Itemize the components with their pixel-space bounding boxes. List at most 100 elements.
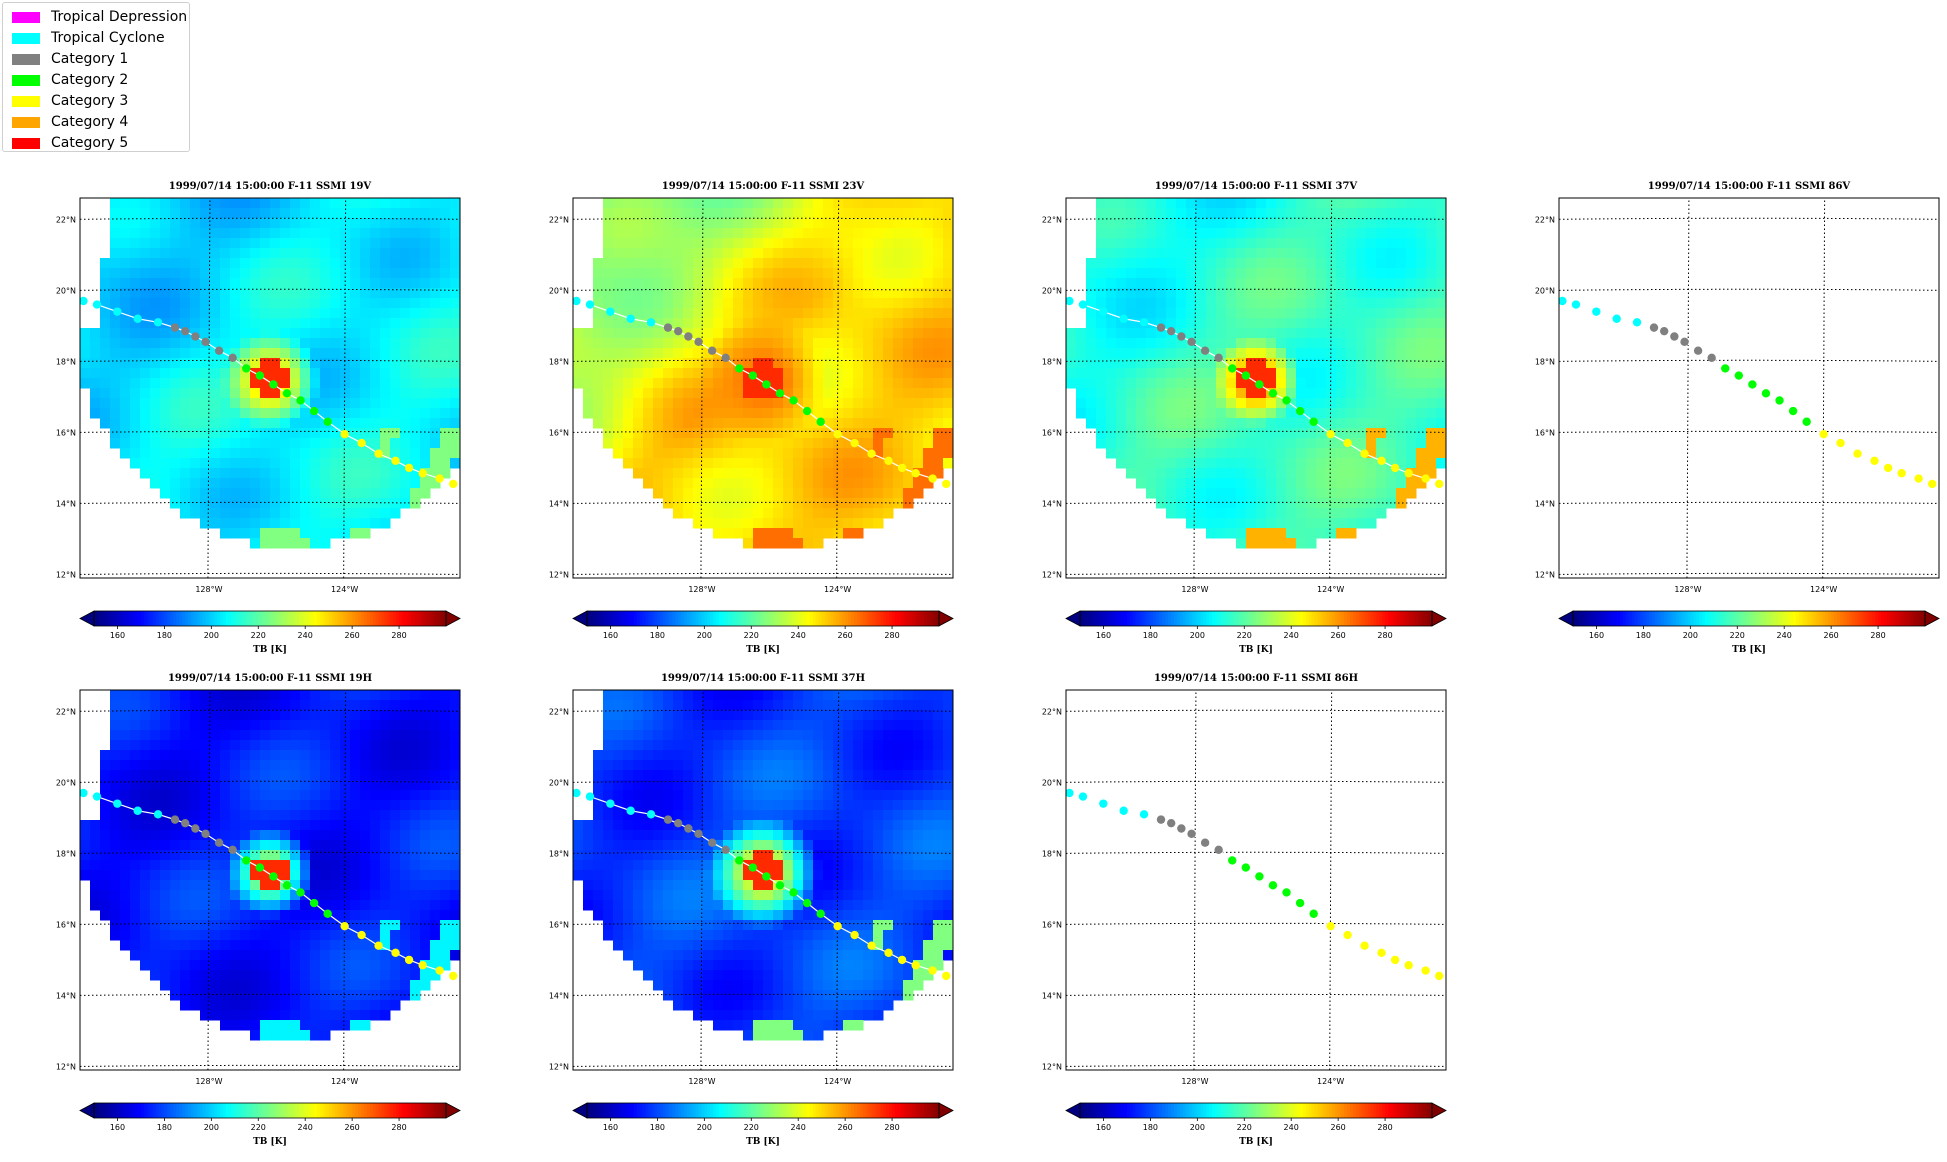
tb-cell [280,518,291,529]
tb-cell [170,398,181,409]
tb-cell [240,308,251,319]
tb-cell [1096,248,1107,259]
colorbar-segment [1390,611,1395,626]
tb-cell [1256,418,1267,429]
tb-cell [390,840,401,851]
tb-cell [390,388,401,399]
tb-cell [250,790,261,801]
tb-cell [1356,498,1367,509]
tb-cell [420,228,431,239]
tb-cell [380,890,391,901]
tb-cell [160,398,171,409]
tb-cell [1266,238,1277,249]
tb-cell [1386,318,1397,329]
tb-cell [120,800,131,811]
tb-cell [430,328,441,339]
tb-cell [1306,448,1317,459]
tb-cell [1396,328,1407,339]
tb-cell [150,298,161,309]
tb-cell [883,258,894,269]
tb-cell [330,528,341,539]
tb-cell [290,750,301,761]
tb-cell [210,840,221,851]
tb-cell [1396,398,1407,409]
tb-cell [773,268,784,279]
tb-cell [933,238,944,249]
tb-cell [1076,358,1087,369]
tb-cell [370,248,381,259]
tb-cell [450,238,460,249]
tb-cell [943,298,953,309]
tb-cell [813,298,824,309]
tb-cell [250,248,261,259]
tb-cell [250,730,261,741]
tb-cell [933,438,944,449]
tb-cell [733,518,744,529]
tb-cell [943,308,953,319]
tb-cell [1116,338,1127,349]
tb-cell [613,248,624,259]
tb-cell [240,248,251,259]
tb-cell [893,258,904,269]
tb-cell [703,198,714,209]
colorbar-segment [1382,611,1386,626]
tb-cell [260,498,271,509]
tb-cell [713,278,724,289]
tb-cell [190,850,201,861]
tb-cell [883,398,894,409]
colorbar-segment [1270,611,1275,626]
tb-cell [683,418,694,429]
tb-cell [1296,198,1307,209]
tb-cell [863,298,874,309]
tb-cell [723,488,734,499]
tb-cell [380,378,391,389]
tb-cell [350,428,361,439]
tb-cell [843,388,854,399]
tb-cell [80,368,91,379]
tb-cell [450,840,460,851]
tb-cell [1216,368,1227,379]
colorbar-segment [1144,611,1149,626]
tb-cell [1166,268,1177,279]
colorbar-tick-label: 260 [1823,631,1838,640]
tb-cell [593,358,604,369]
tb-cell [1186,498,1197,509]
tb-cell [360,880,371,891]
tb-cell [1076,338,1087,349]
tb-cell [230,358,241,369]
tb-cell [723,428,734,439]
tb-cell [833,498,844,509]
tb-cell [1226,318,1237,329]
tb-cell [1386,278,1397,289]
tb-cell [150,458,161,469]
tb-cell [703,218,714,229]
colorbar-segment [1658,611,1662,626]
tb-cell [653,348,664,359]
tb-cell [150,850,161,861]
tb-cell [270,218,281,229]
tb-cell [893,468,904,479]
tb-cell [120,850,131,861]
tb-cell [1076,398,1087,409]
tb-cell [1256,478,1267,489]
tb-cell [833,518,844,529]
colorbar-segment [1402,611,1407,626]
tb-cell [1406,248,1417,259]
tb-cell [773,208,784,219]
tb-cell [180,850,191,861]
tb-cell [773,378,784,389]
tb-cell [663,208,674,219]
tb-cell [653,458,664,469]
tb-cell [350,890,361,901]
tb-cell [170,368,181,379]
tb-cell [923,258,934,269]
tb-cell [1216,458,1227,469]
tb-cell [300,800,311,811]
colorbar-segment [1819,611,1823,626]
tb-cell [370,238,381,249]
tb-cell [100,358,111,369]
tb-cell [310,760,321,771]
tb-cell [290,890,301,901]
tb-cell [300,770,311,781]
tb-cell [440,298,451,309]
